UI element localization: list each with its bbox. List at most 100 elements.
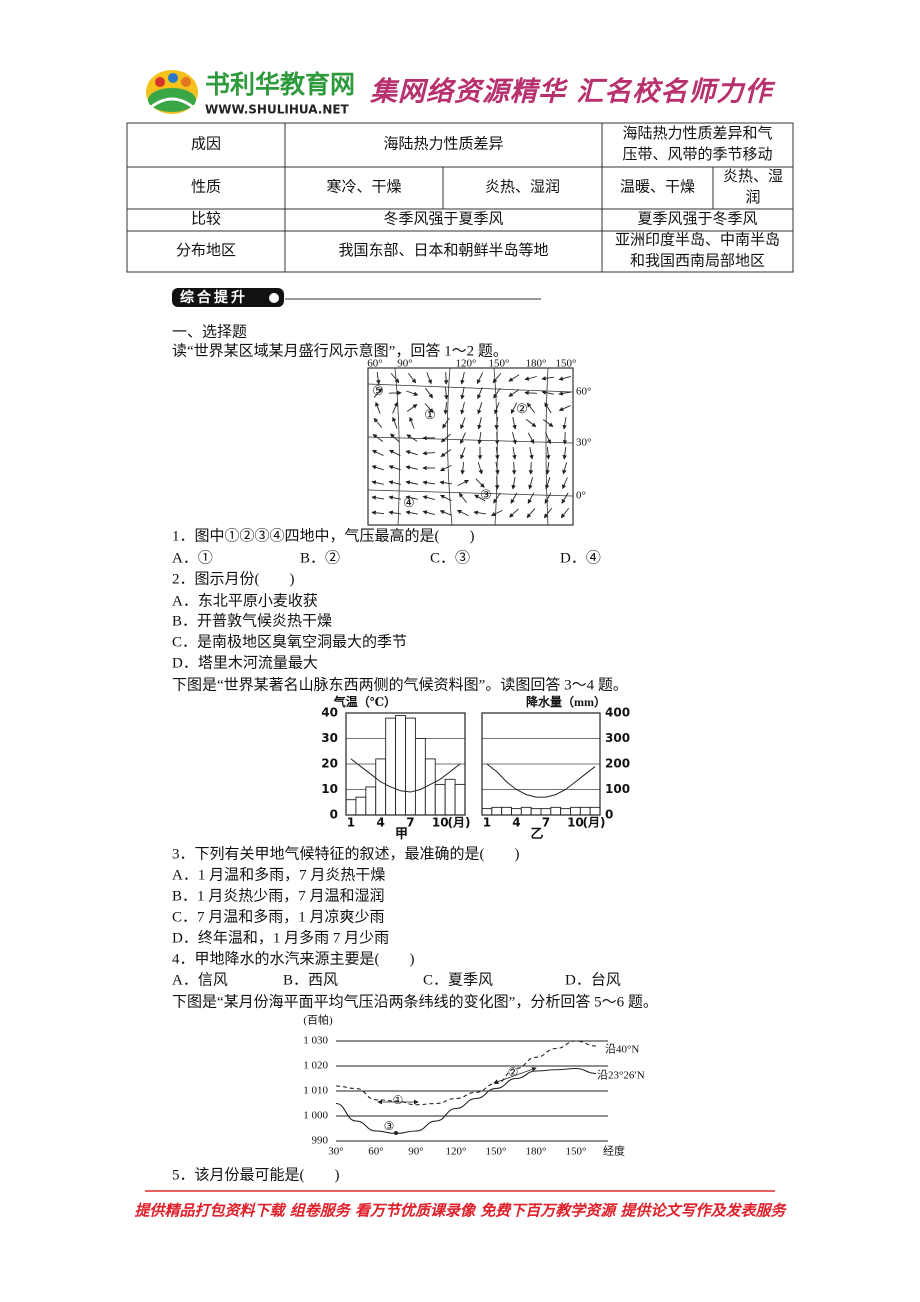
wind-arrow (460, 461, 465, 475)
temperature-line (350, 758, 461, 793)
wind-arrow (477, 402, 483, 415)
wind-arrow (490, 509, 503, 517)
wind-arrow (494, 476, 500, 490)
wind-arrow (509, 508, 519, 518)
cell-text: 温暖、干燥 (620, 178, 695, 195)
cell-text: 炎热、湿 (723, 168, 783, 185)
wind-arrow (541, 376, 555, 381)
option: B．西风 (283, 971, 338, 988)
map-label: 120° (456, 358, 477, 370)
precip-bar (540, 808, 552, 816)
option: D．台风 (565, 971, 621, 988)
wind-arrow (456, 509, 469, 517)
wind-arrow (424, 403, 434, 414)
x-unit: (月) (448, 816, 471, 830)
y2-tick-label: 400 (605, 706, 630, 720)
precip-bar (589, 806, 601, 816)
wind-arrow (476, 372, 484, 385)
wind-arrow (392, 401, 398, 414)
wind-arrow (442, 417, 450, 429)
cell-text: 润 (745, 189, 760, 206)
option: B．② (300, 549, 340, 566)
wind-arrow (526, 508, 536, 519)
precip-bar (385, 717, 397, 816)
temperature-line (486, 763, 596, 798)
wind-arrow (475, 478, 485, 488)
wind-arrow (439, 494, 452, 502)
wind-arrow (443, 371, 449, 385)
precip-bar (375, 758, 387, 816)
option: D．终年温和，1 月多雨 7 月少雨 (172, 929, 389, 946)
cell-text: 海陆热力性质差异 (383, 135, 503, 152)
precip-bar (405, 717, 416, 816)
option: C．7 月温和多雨，1 月凉爽少雨 (172, 908, 385, 925)
cell-text: 海陆热力性质差异和气 (622, 125, 772, 142)
question: 5．该月份最可能是( ) (172, 1166, 340, 1183)
wind-arrow (510, 402, 518, 415)
intro: 下图是“某月份海平面平均气压沿两条纬线的变化图”，分析回答 5～6 题。 (172, 993, 658, 1010)
wind-arrow (425, 387, 434, 399)
y-tick-label: 30 (321, 731, 338, 745)
wind-arrow (405, 450, 418, 456)
wind-arrow (524, 376, 537, 381)
wind-arrow (388, 480, 401, 485)
map-marker: ④ (403, 495, 415, 510)
y-tick-label: 20 (321, 757, 338, 771)
intro: 读“世界某区域某月盛行风示意图”，回答 1～2 题。 (172, 341, 508, 359)
y-tick-label: 10 (321, 782, 338, 796)
wind-arrow (392, 416, 398, 429)
precip-bar (530, 808, 542, 816)
wind-arrow (406, 434, 418, 442)
y-tick-label: 0 (330, 808, 338, 822)
precip-bar (395, 715, 406, 816)
precip-bar (345, 799, 357, 816)
wind-arrow (494, 402, 500, 415)
wind-arrow (376, 371, 381, 385)
wind-arrow (510, 492, 518, 504)
wind-arrow (562, 417, 567, 430)
y-tick-label: 1 030 (303, 1035, 328, 1047)
axis-title: 降水量（mm） (526, 694, 606, 709)
wind-arrow (544, 402, 552, 414)
wind-arrow (371, 510, 385, 515)
chart-marker: ① (393, 1093, 404, 1107)
x-tick-label: 7 (542, 816, 550, 830)
wind-arrow (439, 480, 452, 485)
y2-tick-label: 0 (605, 808, 613, 822)
cell-text: 性质 (191, 178, 221, 195)
option: A．① (172, 549, 213, 566)
chart-marker: ② (508, 1065, 519, 1079)
wind-arrow (426, 372, 432, 385)
x-axis-title: 经度 (603, 1144, 625, 1158)
site-url: WWW.SHULIHUA.NET (205, 103, 350, 117)
x-tick-label: 60° (368, 1146, 383, 1158)
option: C．夏季风 (423, 971, 493, 988)
x-tick-label: 90° (408, 1146, 423, 1158)
wind-arrow (477, 462, 483, 475)
logo (146, 70, 198, 114)
wind-arrow (457, 479, 470, 487)
x-tick-label: 10 (567, 816, 584, 830)
x-unit: (月) (583, 816, 606, 830)
cell-text: 比较 (191, 209, 221, 227)
wind-arrow (525, 419, 537, 428)
map-marker: ① (424, 407, 436, 422)
wind-arrow (544, 492, 552, 504)
axis-title: 气温（℃） (333, 694, 396, 709)
wind-arrow (422, 495, 435, 501)
legend-label: 沿40°N (605, 1043, 639, 1056)
x-tick-label: 7 (406, 816, 414, 830)
map-label: 60° (576, 386, 591, 398)
wind-arrow (477, 387, 483, 400)
wind-arrow (494, 416, 500, 430)
panel-label: 甲 (395, 826, 408, 841)
wind-arrow (460, 372, 465, 385)
x-tick-label: 120° (446, 1146, 467, 1158)
wind-arrow (408, 372, 417, 384)
wind-arrow (477, 431, 482, 445)
cell-text: 分布地区 (176, 242, 236, 259)
y-tick-label: 1 020 (303, 1060, 328, 1072)
wind-arrow (561, 492, 569, 504)
intro: 下图是“世界某著名山脉东西两侧的气候资料图”。读图回答 3～4 题。 (172, 676, 628, 693)
